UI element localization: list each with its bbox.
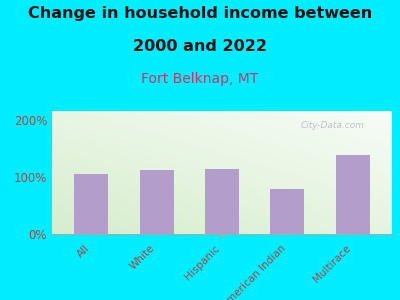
Text: Change in household income between: Change in household income between xyxy=(28,6,372,21)
Bar xyxy=(336,155,370,234)
Text: City-Data.com: City-Data.com xyxy=(300,121,364,130)
Bar xyxy=(205,169,239,234)
Bar xyxy=(140,170,174,234)
Bar xyxy=(270,189,304,234)
Text: Fort Belknap, MT: Fort Belknap, MT xyxy=(141,72,259,86)
Bar xyxy=(74,174,108,234)
Text: 2000 and 2022: 2000 and 2022 xyxy=(133,39,267,54)
